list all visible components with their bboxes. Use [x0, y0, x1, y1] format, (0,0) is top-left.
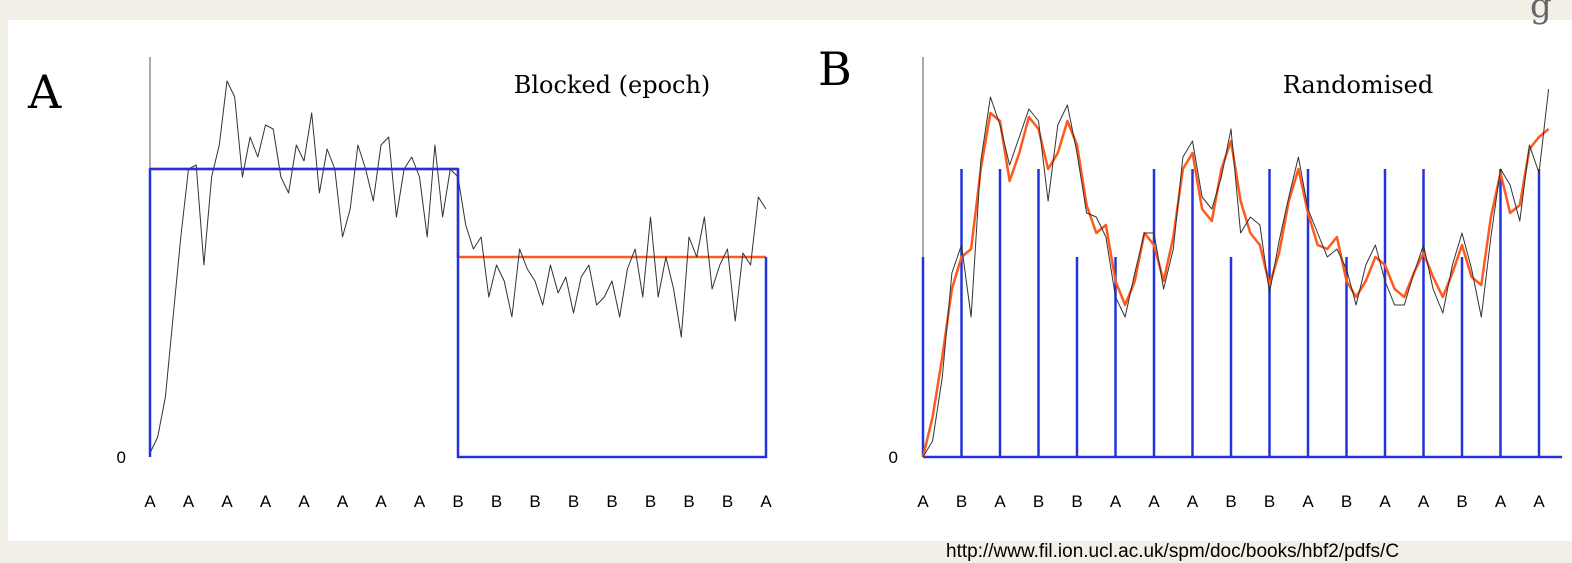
x-tick-label: A — [994, 492, 1006, 511]
x-tick-label: B — [1456, 492, 1467, 511]
x-tick-label: A — [1495, 492, 1507, 511]
x-tick-label: B — [606, 492, 617, 511]
panel-label: B — [818, 42, 852, 96]
x-tick-label: B — [1225, 492, 1236, 511]
x-tick-label: B — [722, 492, 733, 511]
y-tick-label: 0 — [117, 448, 126, 467]
x-tick-label: B — [645, 492, 656, 511]
x-tick-label: B — [452, 492, 463, 511]
x-tick-label: B — [956, 492, 967, 511]
x-tick-label: B — [1264, 492, 1275, 511]
x-tick-label: A — [1533, 492, 1545, 511]
x-tick-label: A — [414, 492, 426, 511]
x-tick-label: A — [1187, 492, 1199, 511]
series-line-1 — [921, 111, 1550, 458]
x-tick-label: B — [1033, 492, 1044, 511]
x-tick-label: B — [491, 492, 502, 511]
source-url: http://www.fil.ion.ucl.ac.uk/spm/doc/boo… — [946, 541, 1400, 562]
series-line-2 — [148, 167, 768, 459]
figure-canvas: A Blocked (epoch) 0 A A A A A A A A B B B B B B B B A B Rando… — [27, 42, 1563, 511]
x-tick-label: A — [298, 492, 310, 511]
slide-content: A Blocked (epoch) 0 A A A A A A A A B B B B B B B B A B Rando… — [8, 20, 1572, 562]
x-tick-label: A — [1148, 492, 1160, 511]
chart-panel-a: A Blocked (epoch) 0 A A A A A A A A B B B B B B B B A — [27, 57, 772, 511]
x-tick-label: B — [568, 492, 579, 511]
x-tick-label: A — [760, 492, 772, 511]
y-tick-label: 0 — [889, 448, 898, 467]
chart-title: Blocked (epoch) — [514, 71, 711, 99]
x-tick-label: A — [221, 492, 233, 511]
x-tick-label: B — [683, 492, 694, 511]
x-tick-label: A — [144, 492, 156, 511]
x-tick-label: A — [1418, 492, 1430, 511]
x-tick-label: A — [183, 492, 195, 511]
x-tick-label: A — [1379, 492, 1391, 511]
chart-title: Randomised — [1283, 71, 1434, 99]
series-line-2 — [922, 88, 1550, 458]
x-tick-label: B — [1071, 492, 1082, 511]
x-tick-label: B — [529, 492, 540, 511]
x-tick-label: A — [917, 492, 929, 511]
x-tick-label: B — [1341, 492, 1352, 511]
panel-label: A — [27, 65, 62, 119]
x-tick-label: A — [1302, 492, 1314, 511]
x-tick-label: A — [337, 492, 349, 511]
corner-glyph: g — [1530, 0, 1552, 26]
x-tick-label: A — [375, 492, 387, 511]
x-tick-label: A — [260, 492, 272, 511]
chart-panel-b: B Randomised 0 A B A B B A A A B B A B A A B A A — [818, 42, 1563, 511]
x-tick-label: A — [1110, 492, 1122, 511]
